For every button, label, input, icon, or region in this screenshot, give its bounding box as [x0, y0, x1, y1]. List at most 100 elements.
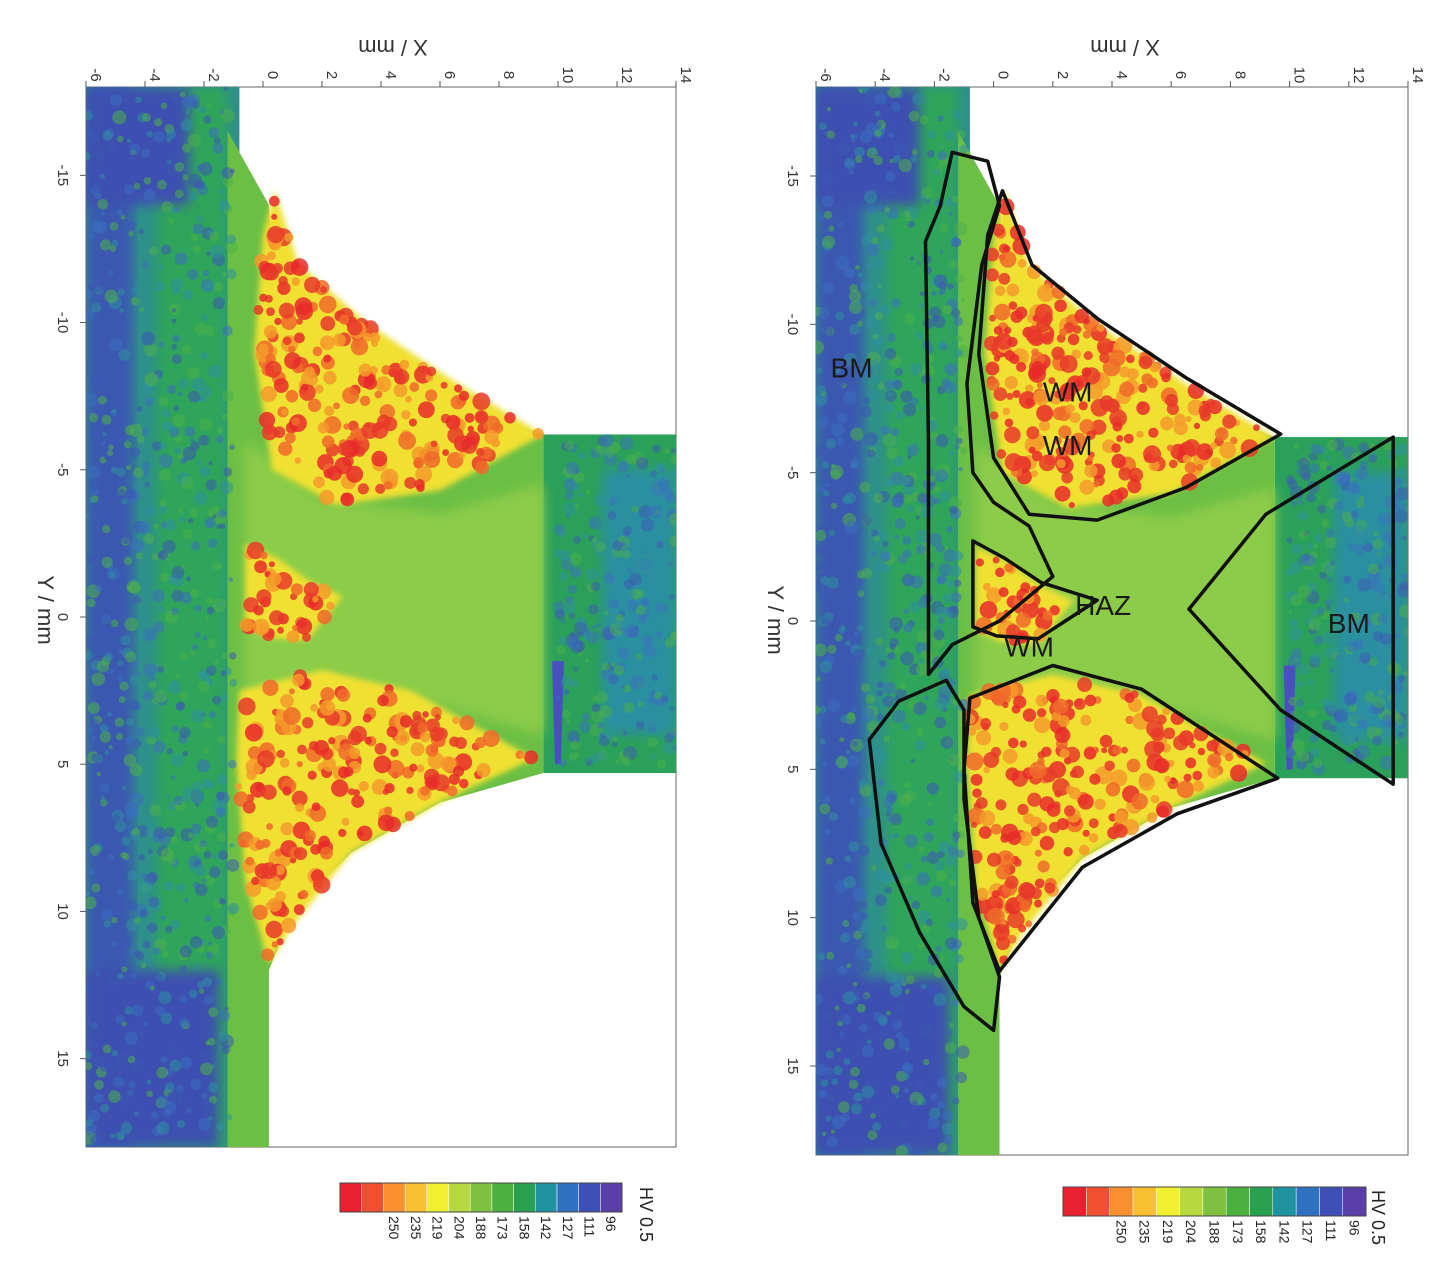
right-y-tick-label: 10	[784, 909, 801, 926]
right-x-tick-label: -2	[935, 68, 952, 81]
left-colorbar: 96 111 127 142 158 173 188 204 219 235 250	[339, 1182, 623, 1240]
left-colorbar-swatch	[534, 1182, 558, 1213]
right-x-tick-label: 12	[1350, 67, 1367, 84]
left-colorbar-label: 188	[473, 1216, 489, 1240]
right-colorbar-swatch	[1202, 1186, 1227, 1217]
zone-labels: BM WM WM HAZ WM BM	[831, 353, 1370, 663]
left-colorbar-label: 96	[603, 1216, 619, 1232]
zone-label-haz: HAZ	[1075, 590, 1131, 621]
right-colorbar-swatch	[1225, 1186, 1250, 1217]
zone-boundary-0	[977, 189, 1283, 522]
right-colorbar-label: 250	[1113, 1220, 1129, 1244]
zone-boundary-4	[867, 678, 1002, 1033]
zone-boundary-3	[923, 150, 1055, 677]
left-y-tick-label: 15	[54, 1050, 71, 1067]
left-colorbar-swatch	[383, 1182, 406, 1213]
right-colorbar-label: 127	[1300, 1220, 1316, 1244]
left-colorbar-label: 173	[495, 1216, 511, 1240]
left-x-tick-label: -2	[205, 68, 222, 81]
left-colorbar-label: 127	[560, 1216, 576, 1240]
right-colorbar-swatch	[1109, 1186, 1134, 1217]
right-colorbar-swatch	[1155, 1186, 1180, 1217]
left-colorbar-label: 142	[538, 1216, 554, 1240]
right-x-axis-title: X / mm	[1090, 35, 1160, 60]
right-x-tick-label: -4	[876, 68, 893, 81]
right-colorbar: 96 111 127 142 158 173 188 204 219 235 250	[1062, 1186, 1367, 1244]
zone-boundary-5	[1187, 435, 1395, 786]
right-colorbar-swatch	[1179, 1186, 1204, 1217]
right-y-tick-label: -15	[784, 165, 801, 187]
right-y-tick-label: -10	[784, 313, 801, 335]
left-colorbar-swatch	[426, 1182, 449, 1213]
left-y-tick-label: 5	[54, 760, 71, 768]
right-y-ticks: -15 -10 -5 0 5 10 15	[784, 165, 816, 1074]
right-colorbar-label: 96	[1346, 1220, 1362, 1236]
right-x-tick-label: 4	[1113, 71, 1130, 79]
right-colorbar-label: 219	[1160, 1220, 1176, 1244]
right-x-tick-label: -6	[817, 68, 834, 81]
right-colorbar-title: HV 0.5	[1368, 1190, 1388, 1245]
left-x-tick-label: 14	[677, 67, 694, 84]
left-colorbar-title: HV 0.5	[636, 1187, 656, 1242]
left-y-tick-label: 10	[54, 903, 71, 920]
right-x-tick-label: 10	[1291, 67, 1308, 84]
left-y-tick-label: 0	[54, 613, 71, 621]
left-x-tick-label: 2	[323, 71, 340, 79]
right-colorbar-swatch	[1319, 1186, 1343, 1217]
right-x-tick-label: 8	[1231, 71, 1248, 79]
zone-boundary-outlines	[867, 150, 1395, 1033]
left-x-tick-label: 6	[441, 71, 458, 79]
right-colorbar-swatch	[1249, 1186, 1274, 1217]
left-x-ticks: -6 -4 -2 0 2 4 6 8 10 12 14	[85, 67, 694, 87]
right-colorbar-label: 158	[1253, 1220, 1269, 1244]
zone-label-wm: WM	[1043, 376, 1093, 407]
left-colorbar-label: 235	[408, 1216, 424, 1240]
left-x-axis-title: X / mm	[358, 35, 428, 60]
right-colorbar-swatch	[1295, 1186, 1320, 1217]
right-colorbar-swatch	[1132, 1186, 1157, 1217]
right-x-tick-label: 0	[995, 71, 1012, 79]
right-colorbar-label: 204	[1183, 1220, 1199, 1244]
left-colorbar-swatch	[404, 1182, 428, 1213]
left-x-tick-label: 4	[382, 71, 399, 79]
left-x-tick-label: 0	[264, 71, 281, 79]
right-colorbar-label: 111	[1323, 1220, 1339, 1241]
right-colorbar-label: 235	[1137, 1220, 1153, 1244]
right-colorbar-swatch	[1086, 1186, 1110, 1217]
left-colorbar-swatch	[361, 1182, 384, 1213]
right-y-tick-label: -5	[784, 466, 801, 479]
zone-label-wm: WM	[1043, 430, 1093, 461]
right-x-tick-label: 6	[1172, 71, 1189, 79]
left-y-axis-title: Y / mm	[33, 575, 58, 644]
left-x-tick-label: 10	[559, 67, 576, 84]
right-x-tick-label: 14	[1409, 67, 1426, 84]
left-y-tick-label: -15	[54, 164, 71, 186]
left-x-tick-label: -6	[87, 68, 104, 81]
right-x-tick-label: 2	[1054, 71, 1071, 79]
left-colorbar-swatch	[469, 1182, 493, 1213]
zone-boundary-1	[971, 539, 1099, 641]
left-x-tick-label: 12	[618, 67, 635, 84]
left-y-tick-label: -5	[54, 463, 71, 476]
right-colorbar-swatch	[1062, 1186, 1087, 1217]
right-x-ticks: -6 -4 -2 0 2 4 6 8 10 12 14	[815, 67, 1426, 87]
left-y-tick-label: -10	[54, 312, 71, 334]
left-colorbar-swatch	[600, 1182, 623, 1213]
right-hardness-speckle	[816, 87, 1408, 1155]
left-colorbar-swatch	[339, 1182, 362, 1213]
right-colorbar-swatch	[1342, 1186, 1367, 1217]
left-colorbar-label: 158	[516, 1216, 532, 1240]
zone-label-wm: WM	[1004, 632, 1054, 663]
left-hardness-speckle	[86, 87, 676, 1147]
left-colorbar-label: 204	[451, 1216, 467, 1240]
right-y-axis-title: Y / mm	[763, 585, 788, 654]
left-colorbar-swatch	[578, 1182, 601, 1213]
left-colorbar-swatch	[556, 1182, 579, 1213]
left-colorbar-label: 219	[430, 1216, 446, 1240]
zone-label-bm: BM	[831, 353, 873, 384]
left-colorbar-label: 111	[581, 1216, 597, 1237]
left-x-tick-label: 8	[500, 71, 517, 79]
